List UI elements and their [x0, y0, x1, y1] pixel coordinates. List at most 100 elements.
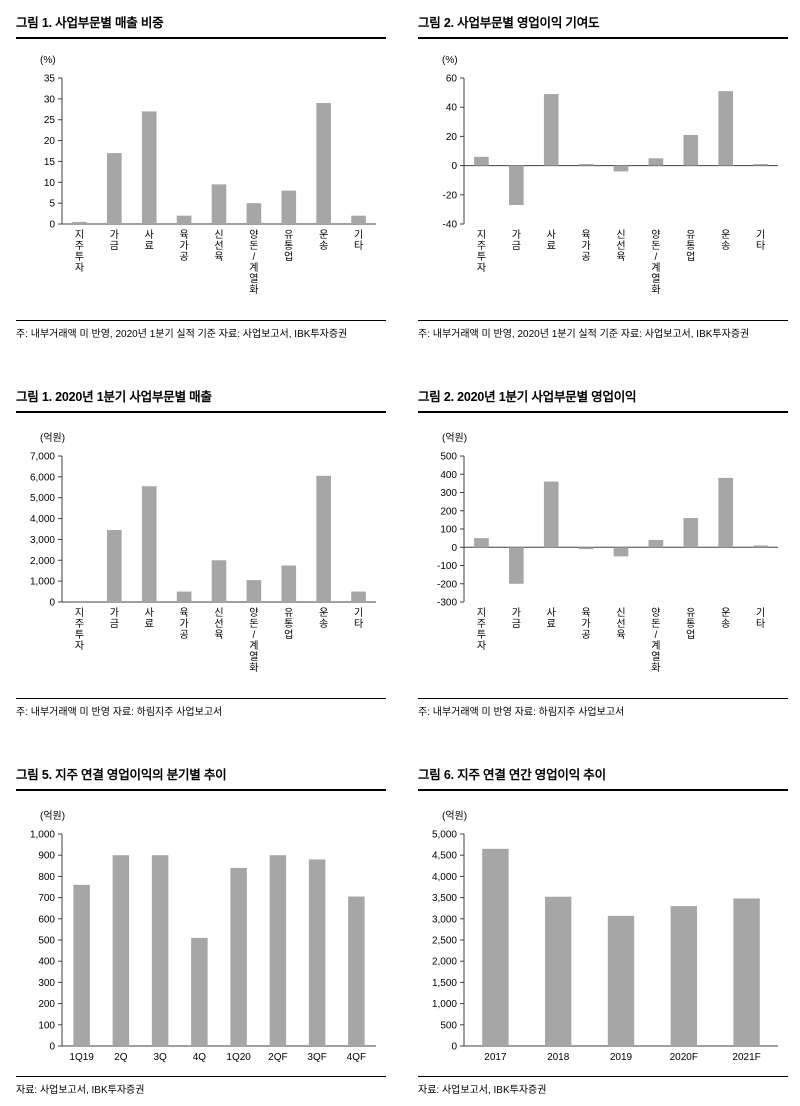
chart-title: 그림 2. 2020년 1분기 사업부문별 영업이익	[418, 386, 788, 413]
bar	[211, 184, 227, 224]
x-category-label: 2Q	[114, 1052, 128, 1063]
y-tick-label: 3,000	[30, 535, 55, 546]
y-tick-label: 15	[44, 157, 56, 168]
bar-chart: -300 -200 -100 0 100 200 300 400 500 지 주 투 자 가 금 사 료 육 가 공 신…	[437, 452, 778, 674]
y-tick-label: 400	[440, 470, 457, 481]
bar	[509, 165, 524, 206]
chart-title: 그림 5. 지주 연결 영업이익의 분기별 추이	[16, 764, 386, 791]
chart-note: 주: 내부거래액 미 반영 자료: 하림지주 사업보고서	[418, 698, 788, 718]
x-category-label: 양 돈 / 계 열 화	[249, 607, 258, 674]
bar	[683, 134, 699, 166]
chart-block-q1-revenue: 그림 1. 2020년 1분기 사업부문별 매출 (억원) 0 1,000 2,00…	[16, 386, 386, 718]
bar	[73, 884, 90, 1046]
y-tick-label: 0	[49, 220, 55, 231]
y-tick-label: 1,000	[30, 577, 55, 588]
y-tick-label: 500	[440, 452, 457, 463]
bar	[141, 111, 157, 224]
y-tick-label: 2,500	[432, 936, 457, 947]
bar	[607, 915, 635, 1046]
y-tick-label: 100	[440, 525, 457, 536]
y-tick-label: 60	[446, 74, 458, 85]
x-category-label: 2018	[547, 1052, 570, 1063]
bar	[72, 600, 87, 602]
x-category-label: 1Q19	[69, 1052, 94, 1063]
chart-block-quarterly-trend: 그림 5. 지주 연결 영업이익의 분기별 추이 (억원) 0 100 200 300…	[16, 764, 386, 1096]
y-tick-label: 25	[44, 115, 56, 126]
y-tick-label: 3,000	[432, 914, 457, 925]
bar-chart: -40 -20 0 20 40 60 지 주 투 자 가 금 사 료 육 가 공 신 선 육 양 돈 / 계 열 화 유 통 업 운 송 기 타	[443, 74, 778, 296]
x-category-label: 2017	[484, 1052, 507, 1063]
chart-title: 그림 2. 사업부문별 영업이익 기여도	[418, 12, 788, 39]
y-tick-label: 4,000	[30, 514, 55, 525]
y-tick-label: 5	[49, 199, 55, 210]
y-axis-unit-label: (억원)	[442, 433, 468, 444]
y-tick-label: 0	[451, 1042, 457, 1053]
y-tick-label: 1,000	[432, 999, 457, 1010]
y-tick-label: 7,000	[30, 452, 55, 463]
y-tick-label: 300	[440, 488, 457, 499]
x-category-label: 양 돈 / 계 열 화	[651, 607, 660, 674]
y-axis-unit-label: (억원)	[442, 811, 468, 822]
bar	[107, 153, 122, 224]
report-page: 그림 1. 사업부문별 매출 비중 (%) 0 5 10 15 20 25 30 35 지 주 투 자…	[16, 12, 788, 1096]
chart-note: 자료: 사업보고서, IBK투자증권	[418, 1076, 788, 1096]
y-tick-label: 20	[446, 132, 458, 143]
chart-title: 그림 1. 2020년 1분기 사업부문별 매출	[16, 386, 386, 413]
bar	[718, 91, 733, 166]
bar	[191, 937, 208, 1046]
x-category-label: 양 돈 / 계 열 화	[249, 229, 258, 296]
bar	[107, 530, 122, 602]
chart-block-q1-operating-profit: 그림 2. 2020년 1분기 사업부문별 영업이익 (억원) -300 -200…	[418, 386, 788, 718]
y-tick-label: -100	[437, 561, 457, 572]
bar-chart: 0 100 200 300 400 500 600 700 800 900 1,000 1Q19 2Q 3…	[30, 830, 376, 1063]
bar	[316, 103, 331, 224]
chart-title: 그림 1. 사업부문별 매출 비중	[16, 12, 386, 39]
x-category-label: 2021F	[732, 1052, 760, 1063]
y-tick-label: 5,000	[30, 493, 55, 504]
bar	[351, 591, 366, 602]
y-tick-label: 500	[38, 936, 55, 947]
bar	[176, 215, 192, 224]
x-category-label: 4Q	[193, 1052, 207, 1063]
bar-chart: 0 5 10 15 20 25 30 35 지 주 투 자 가 금 사 료 육 가 공 신 선 육 양 돈 / 계 열 화 유 통 업 운 송 기…	[44, 74, 376, 296]
bar	[733, 898, 760, 1046]
y-tick-label: 0	[49, 598, 55, 609]
bar	[351, 215, 366, 224]
bar	[578, 164, 594, 166]
y-tick-label: -20	[443, 190, 458, 201]
y-tick-label: 500	[440, 1020, 457, 1031]
y-tick-label: 0	[451, 543, 457, 554]
y-tick-label: 40	[446, 103, 458, 114]
y-tick-label: 1,500	[432, 978, 457, 989]
y-tick-label: -300	[437, 598, 457, 609]
y-tick-label: 3,500	[432, 893, 457, 904]
bar	[176, 591, 192, 602]
y-tick-label: 4,000	[432, 872, 457, 883]
chart-note: 주: 내부거래액 미 반영, 2020년 1분기 실적 기준 자료: 사업보고서…	[418, 320, 788, 340]
chart-note: 주: 내부거래액 미 반영 자료: 하림지주 사업보고서	[16, 698, 386, 718]
y-axis-unit-label: (%)	[40, 55, 56, 66]
y-tick-label: 200	[440, 506, 457, 517]
y-tick-label: -40	[443, 220, 458, 231]
bar	[316, 475, 331, 602]
bar	[482, 848, 509, 1046]
y-tick-label: 600	[38, 914, 55, 925]
y-tick-label: 6,000	[30, 472, 55, 483]
